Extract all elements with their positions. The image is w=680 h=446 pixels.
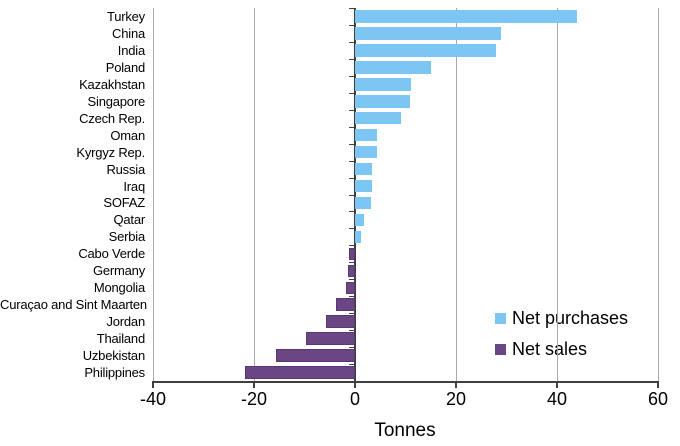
bar-qatar (355, 213, 365, 227)
y-axis-tick (349, 126, 354, 128)
y-axis-tick (349, 313, 354, 315)
bar-turkey (355, 10, 578, 23)
bar-singapore (355, 95, 410, 108)
x-tick-label-20: 20 (445, 389, 467, 409)
bar-iraq (355, 179, 372, 193)
category-label-china: China (112, 25, 145, 41)
y-axis-tick (349, 58, 354, 60)
y-axis-tick (349, 279, 354, 281)
x-tick-label-40: 40 (546, 389, 568, 409)
x-tick-label--40: -40 (139, 389, 166, 409)
category-label-czech-rep: Czech Rep. (79, 110, 145, 126)
bar-germany (347, 264, 355, 278)
x-tick-label--20: -20 (240, 389, 267, 409)
bar-thailand (305, 332, 355, 345)
category-label-serbia: Serbia (108, 229, 146, 245)
x-axis-tick-60 (657, 383, 659, 388)
bar-uzbekistan (275, 349, 355, 362)
category-label-germany: Germany (92, 263, 145, 279)
legend-item-net-sales: Net sales (495, 334, 628, 365)
bar-india (355, 44, 497, 57)
x-axis-tick-0 (354, 383, 356, 388)
legend-label-net-purchases: Net purchases (512, 308, 629, 328)
zero-axis-line (354, 8, 356, 381)
category-label-sofaz: SOFAZ (103, 195, 145, 211)
category-label-kazakhstan: Kazakhstan (79, 76, 145, 92)
bar-kazakhstan (355, 78, 411, 91)
bar-cura-ao-and-sint-maarten (335, 298, 355, 311)
y-axis-tick (349, 177, 354, 179)
bar-cabo-verde (348, 247, 355, 261)
y-axis-tick (349, 364, 354, 366)
category-label-cabo-verde: Cabo Verde (78, 246, 145, 262)
x-tick-label-60: 60 (647, 389, 669, 409)
category-label-kyrgyz-rep: Kyrgyz Rep. (76, 144, 145, 160)
gridline-x-40 (556, 8, 558, 381)
x-axis-tick--40 (152, 383, 154, 388)
y-axis-tick (349, 24, 354, 26)
y-axis-tick (349, 330, 354, 332)
category-label-qatar: Qatar (113, 212, 145, 228)
x-axis-tick-20 (455, 383, 457, 388)
category-label-cura-ao-and-sint-maarten: Curaçao and Sint Maarten (0, 297, 147, 313)
gridline-x-60 (657, 8, 659, 381)
bar-czech-rep (355, 111, 401, 125)
category-label-poland: Poland (105, 59, 145, 75)
bar-russia (355, 162, 373, 176)
x-axis-tick-40 (556, 383, 558, 388)
bar-sofaz (355, 196, 371, 210)
category-label-philippines: Philippines (84, 365, 145, 381)
x-tick-label-0: 0 (349, 389, 360, 409)
category-label-india: India (117, 42, 145, 58)
legend-label-net-sales: Net sales (512, 339, 588, 359)
y-axis-tick (349, 245, 354, 247)
gridline-x--40 (152, 8, 154, 381)
y-axis-tick (349, 381, 354, 382)
y-axis-tick (349, 143, 354, 145)
gridline-x-20 (455, 8, 457, 381)
y-axis-tick (349, 109, 354, 111)
y-axis-tick (349, 75, 354, 77)
y-axis-tick (349, 41, 354, 43)
bar-mongolia (346, 281, 355, 294)
y-axis-tick (349, 296, 354, 298)
category-label-thailand: Thailand (96, 331, 145, 347)
y-axis-tick (349, 347, 354, 349)
x-axis-title: Tonnes (374, 420, 436, 441)
y-axis-tick (349, 160, 354, 162)
category-label-mongolia: Mongolia (93, 280, 145, 296)
category-label-iraq: Iraq (123, 178, 145, 194)
y-axis-tick (349, 228, 354, 230)
gridline-x--20 (253, 8, 255, 381)
x-axis-tick--20 (253, 383, 255, 388)
category-label-jordan: Jordan (106, 314, 145, 330)
category-label-russia: Russia (106, 161, 145, 177)
legend: Net purchases Net sales (495, 303, 628, 365)
y-axis-tick (349, 194, 354, 196)
y-axis-tick (349, 92, 354, 94)
y-axis-tick (349, 262, 354, 264)
x-axis-line (152, 381, 659, 383)
category-label-singapore: Singapore (87, 93, 146, 109)
bar-poland (355, 61, 431, 74)
bar-oman (355, 128, 378, 142)
legend-item-net-purchases: Net purchases (495, 303, 628, 334)
y-axis-tick (349, 211, 354, 213)
category-label-oman: Oman (110, 127, 145, 143)
bar-philippines (244, 366, 355, 379)
bar-serbia (355, 230, 362, 244)
legend-swatch-net-sales (495, 344, 506, 355)
bar-kyrgyz-rep (355, 145, 377, 159)
legend-swatch-net-purchases (495, 313, 506, 324)
bar-jordan (325, 315, 355, 328)
category-label-turkey: Turkey (106, 8, 145, 24)
category-label-uzbekistan: Uzbekistan (82, 348, 146, 364)
y-axis-tick (349, 8, 354, 9)
bar-china (355, 27, 502, 40)
